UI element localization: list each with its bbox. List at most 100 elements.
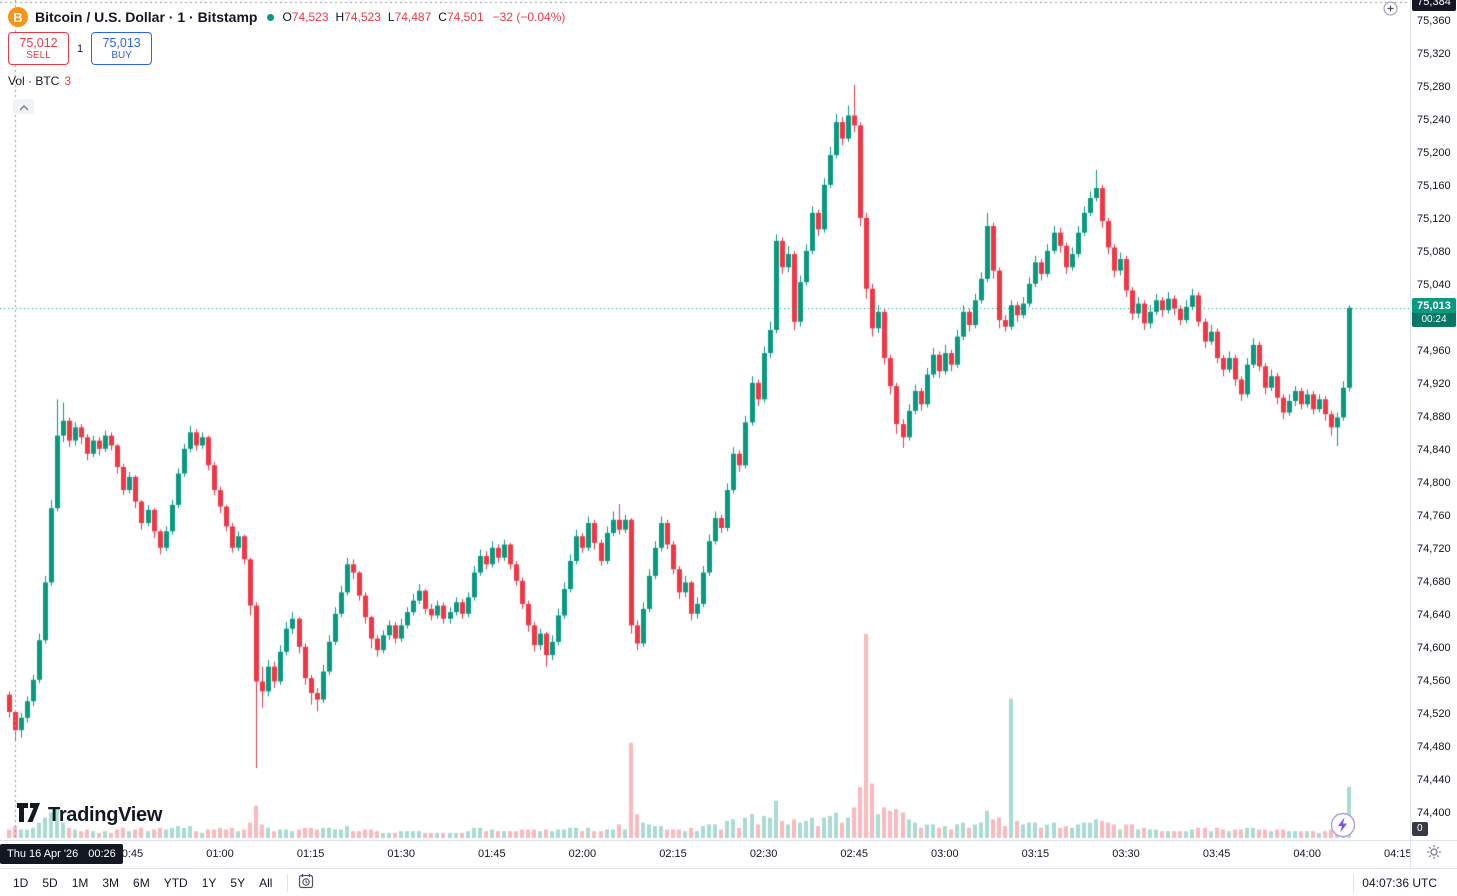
price-axis-label: 75,320	[1417, 47, 1451, 60]
low-value: 74,487	[394, 10, 432, 24]
bar-countdown: 00:24	[1412, 312, 1456, 327]
price-axis-label: 74,720	[1417, 542, 1451, 555]
plus-icon	[1383, 1, 1398, 20]
range-buttons: 1D 5D 1M 3M 6M YTD 1Y 5Y All	[6, 872, 279, 894]
range-button-1y[interactable]: 1Y	[195, 872, 224, 894]
price-axis-label: 74,840	[1417, 443, 1451, 456]
buy-button[interactable]: 75,013 BUY	[91, 32, 153, 65]
time-axis-label: 03:45	[1202, 848, 1231, 860]
symbol-legend: B Bitcoin / U.S. Dollar · 1 · Bitstamp O…	[8, 6, 565, 28]
lightning-icon	[1329, 812, 1357, 840]
clock-timezone[interactable]: 04:07:36 UTC	[1362, 875, 1437, 890]
volume-indicator-label: Vol · BTC	[8, 74, 60, 88]
price-axis-label: 74,880	[1417, 410, 1451, 423]
time-axis-label: 02:30	[749, 848, 778, 860]
price-axis-label: 75,280	[1417, 80, 1451, 93]
chevron-up-icon	[19, 98, 29, 116]
toolbar-divider	[1353, 873, 1355, 892]
current-price-badge: 75,013 00:24	[1412, 297, 1456, 327]
price-axis-label: 74,640	[1417, 608, 1451, 621]
crosshair-price-badge: 75,384	[1412, 0, 1456, 11]
gear-icon	[1426, 844, 1442, 865]
price-axis-label: 75,080	[1417, 245, 1451, 258]
ohlc-values: O74,523 H74,523 L74,487 C74,501 −32 (−0.…	[282, 10, 565, 24]
time-axis-label: 03:00	[931, 848, 959, 860]
sell-price: 75,012	[19, 35, 58, 50]
chart-region: B Bitcoin / U.S. Dollar · 1 · Bitstamp O…	[0, 0, 1410, 840]
bottom-toolbar: 1D 5D 1M 3M 6M YTD 1Y 5Y All 04:07:36 UTC	[0, 868, 1457, 896]
range-button-5y[interactable]: 5Y	[223, 872, 252, 894]
range-button-ytd[interactable]: YTD	[157, 872, 195, 894]
time-axis[interactable]: Thu 16 Apr '26 00:26 00:45 01:00 01:15 01:3…	[0, 840, 1412, 868]
watermark: TradingView	[16, 802, 162, 828]
buy-sell-widget: 75,012 SELL 1 75,013 BUY	[8, 32, 153, 65]
price-axis-label: 74,400	[1417, 806, 1451, 819]
price-axis-label: 75,360	[1417, 14, 1451, 27]
spread-value: 1	[77, 42, 84, 55]
axis-settings-corner[interactable]	[1410, 840, 1457, 868]
price-axis-label: 74,760	[1417, 509, 1451, 522]
price-axis-label: 75,240	[1417, 113, 1451, 126]
time-axis-label: 04:15	[1384, 848, 1412, 860]
crosshair-time: 00:26	[88, 848, 116, 860]
buy-label: BUY	[111, 49, 132, 61]
price-axis-label: 74,520	[1417, 707, 1451, 720]
range-button-5d[interactable]: 5D	[35, 872, 64, 894]
time-axis-label: 04:00	[1293, 848, 1321, 860]
volume-indicator: Vol · BTC 3	[8, 74, 71, 88]
time-axis-label: 01:45	[478, 848, 506, 860]
add-alert-plus-button[interactable]	[1383, 1, 1398, 16]
range-button-all[interactable]: All	[252, 872, 279, 894]
price-axis-label: 74,600	[1417, 641, 1451, 654]
close-value: 74,501	[446, 10, 484, 24]
price-axis-label: 74,920	[1417, 377, 1451, 390]
price-axis-label: 74,440	[1417, 773, 1451, 786]
price-axis-label: 75,200	[1417, 146, 1451, 159]
high-value: 74,523	[344, 10, 381, 24]
close-label: C	[438, 10, 447, 24]
change-value: −32 (−0.04%)	[492, 10, 566, 24]
volume-indicator-value: 3	[64, 74, 72, 88]
time-axis-label: 03:15	[1021, 848, 1050, 860]
range-button-1d[interactable]: 1D	[6, 872, 35, 894]
candlestick-canvas[interactable]	[0, 0, 1410, 840]
watermark-text: TradingView	[48, 803, 163, 826]
low-label: L	[387, 10, 395, 24]
price-axis-label: 74,960	[1417, 344, 1451, 357]
go-to-date-button[interactable]	[296, 871, 316, 894]
time-axis-label: 02:15	[659, 848, 687, 860]
time-axis-label: 01:15	[296, 848, 325, 860]
time-axis-label: 02:45	[840, 848, 868, 860]
buy-price: 75,013	[102, 35, 141, 50]
price-axis-label: 74,560	[1417, 674, 1451, 687]
toolbar-divider	[287, 873, 289, 892]
legend-collapse-button[interactable]	[13, 99, 34, 114]
bitcoin-icon: B	[8, 7, 28, 27]
current-price-value: 75,013	[1417, 299, 1451, 312]
price-axis[interactable]: 75,013 00:24 75,384 0 75,360 75,320 75,280…	[1410, 0, 1457, 840]
crosshair-time-badge: Thu 16 Apr '26 00:26	[0, 844, 123, 864]
price-axis-label: 75,040	[1417, 278, 1451, 291]
sell-label: SELL	[26, 49, 51, 61]
time-axis-label: 02:00	[568, 848, 597, 860]
price-axis-label: 74,480	[1417, 740, 1451, 753]
crosshair-date: Thu 16 Apr '26	[7, 848, 79, 860]
market-status-icon	[267, 13, 275, 21]
price-axis-label: 75,160	[1417, 179, 1451, 192]
price-axis-label: 74,680	[1417, 575, 1451, 588]
range-button-6m[interactable]: 6M	[126, 872, 157, 894]
toolbar-right: 04:07:36 UTC	[1345, 873, 1451, 892]
time-axis-label: 03:30	[1112, 848, 1140, 860]
range-button-3m[interactable]: 3M	[95, 872, 126, 894]
open-label: O	[282, 10, 292, 24]
symbol-title[interactable]: Bitcoin / U.S. Dollar · 1 · Bitstamp	[35, 9, 258, 25]
volume-axis-badge: 0	[1412, 822, 1428, 836]
sell-button[interactable]: 75,012 SELL	[8, 32, 69, 65]
calendar-clock-icon	[298, 873, 314, 892]
range-button-1m[interactable]: 1M	[65, 872, 96, 894]
open-value: 74,523	[291, 10, 329, 24]
lightning-boost-button[interactable]	[1329, 811, 1357, 839]
price-axis-label: 74,800	[1417, 476, 1451, 489]
tradingview-logo-icon	[16, 802, 41, 828]
